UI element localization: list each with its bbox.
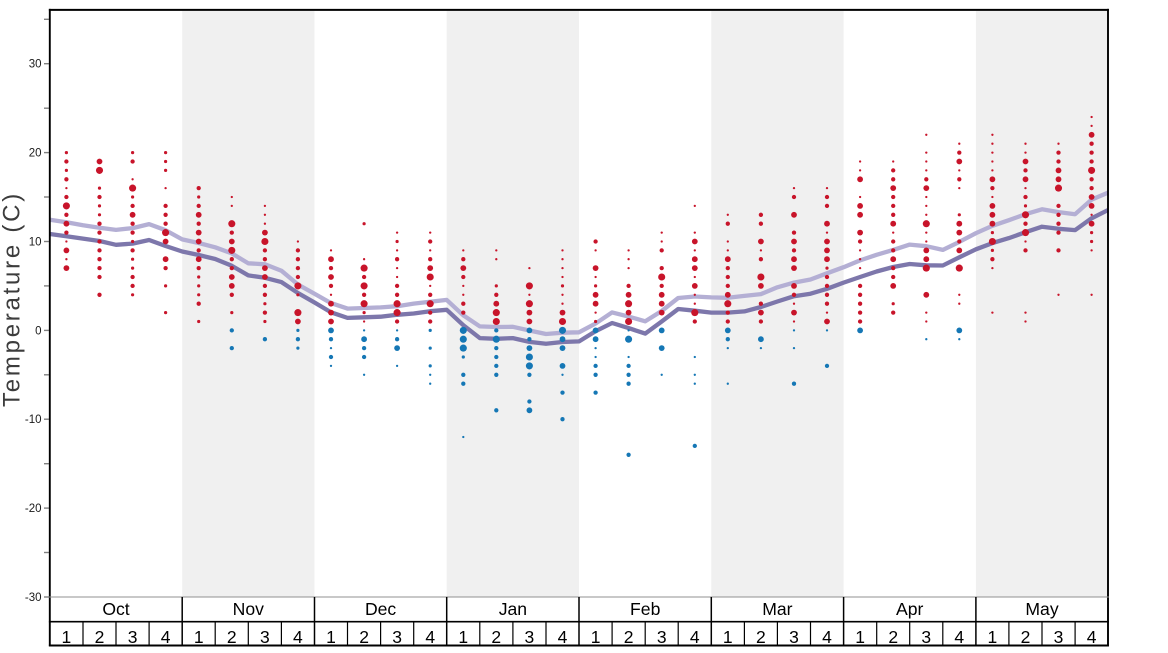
svg-text:Oct: Oct	[102, 599, 129, 619]
svg-text:2: 2	[95, 627, 105, 647]
svg-text:1: 1	[855, 627, 865, 647]
svg-text:Temperature (C): Temperature (C)	[0, 191, 26, 407]
svg-text:Nov: Nov	[233, 599, 264, 619]
svg-text:-10: -10	[25, 414, 42, 426]
svg-text:Jan: Jan	[499, 599, 527, 619]
svg-text:3: 3	[260, 627, 270, 647]
svg-text:3: 3	[525, 627, 535, 647]
svg-text:4: 4	[954, 627, 964, 647]
svg-text:Mar: Mar	[762, 599, 792, 619]
svg-text:-20: -20	[25, 503, 42, 515]
svg-text:4: 4	[161, 627, 171, 647]
svg-text:4: 4	[293, 627, 303, 647]
svg-text:Apr: Apr	[896, 599, 924, 619]
svg-text:3: 3	[128, 627, 138, 647]
svg-text:Dec: Dec	[365, 599, 396, 619]
svg-text:1: 1	[988, 627, 998, 647]
svg-text:4: 4	[690, 627, 700, 647]
svg-text:-30: -30	[25, 592, 42, 604]
svg-text:10: 10	[29, 237, 42, 249]
svg-text:3: 3	[789, 627, 799, 647]
svg-text:30: 30	[29, 59, 42, 71]
svg-text:2: 2	[1021, 627, 1031, 647]
svg-text:0: 0	[35, 325, 41, 337]
svg-text:3: 3	[657, 627, 667, 647]
svg-text:1: 1	[62, 627, 72, 647]
svg-text:Feb: Feb	[630, 599, 661, 619]
svg-text:3: 3	[392, 627, 402, 647]
svg-text:1: 1	[723, 627, 733, 647]
svg-text:4: 4	[558, 627, 568, 647]
svg-text:2: 2	[359, 627, 369, 647]
svg-text:3: 3	[921, 627, 931, 647]
svg-text:20: 20	[29, 148, 42, 160]
svg-text:1: 1	[326, 627, 336, 647]
svg-text:2: 2	[756, 627, 766, 647]
svg-text:2: 2	[227, 627, 237, 647]
svg-text:1: 1	[591, 627, 601, 647]
svg-text:1: 1	[458, 627, 468, 647]
svg-text:May: May	[1025, 599, 1058, 619]
svg-text:2: 2	[624, 627, 634, 647]
svg-text:4: 4	[1087, 627, 1097, 647]
svg-text:2: 2	[888, 627, 898, 647]
svg-text:4: 4	[822, 627, 832, 647]
svg-text:1: 1	[194, 627, 204, 647]
svg-text:2: 2	[491, 627, 501, 647]
svg-text:3: 3	[1054, 627, 1064, 647]
svg-text:4: 4	[425, 627, 435, 647]
